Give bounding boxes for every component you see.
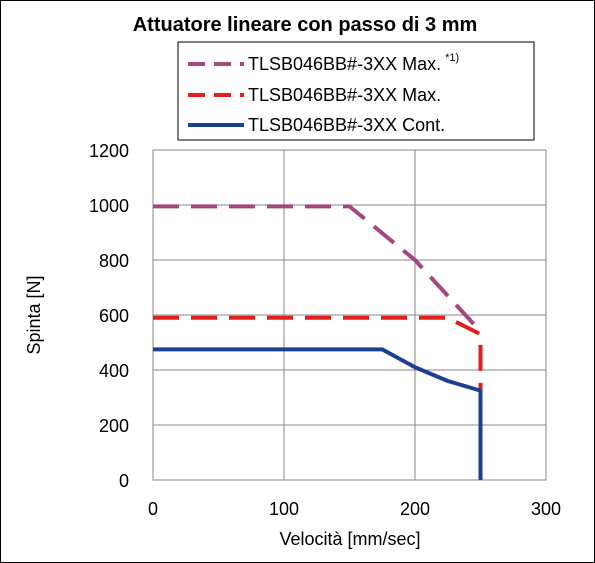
x-axis-label: Velocità [mm/sec] [279, 529, 420, 549]
y-tick-label: 1200 [89, 141, 129, 161]
x-tick-label: 100 [269, 499, 299, 519]
chart-title: Attuatore lineare con passo di 3 mm [133, 14, 478, 36]
series-line-0 [153, 204, 482, 333]
legend-label-1: TLSB046BB#-3XX Max. [248, 85, 441, 105]
y-tick-label: 800 [99, 251, 129, 271]
y-axis-label: Spinta [N] [24, 275, 44, 354]
y-tick-label: 1000 [89, 196, 129, 216]
legend-label-0: TLSB046BB#-3XX Max. *1) [248, 52, 459, 74]
x-tick-label: 0 [148, 499, 158, 519]
y-tick-label: 200 [99, 416, 129, 436]
legend: TLSB046BB#-3XX Max. *1) TLSB046BB#-3XX Ma… [177, 41, 535, 141]
series-line-2 [153, 347, 483, 480]
legend-label-2: TLSB046BB#-3XX Cont. [248, 115, 445, 135]
x-tick-label: 300 [531, 499, 561, 519]
y-tick-label: 600 [99, 306, 129, 326]
y-tick-label: 400 [99, 361, 129, 381]
tick-labels: 0 200 400 600 800 1000 1200 0 100 200 300 [89, 141, 561, 519]
series-group [153, 204, 483, 480]
x-tick-label: 200 [400, 499, 430, 519]
y-tick-label: 0 [119, 471, 129, 491]
